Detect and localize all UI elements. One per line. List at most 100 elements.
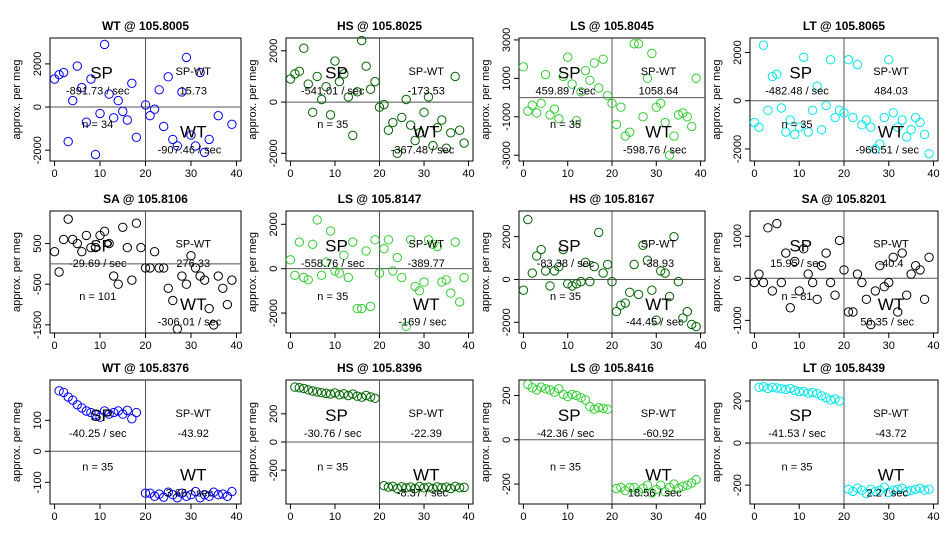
data-point [213,110,223,121]
data-point [790,129,800,140]
data-point [365,392,376,402]
data-point [857,120,867,130]
data-point [866,484,876,494]
data-point [77,246,87,257]
y-tick-label: -1500 [32,311,44,339]
data-point [848,112,858,123]
data-point [884,55,894,65]
data-point [352,391,362,401]
data-point [589,261,599,272]
data-point [687,121,697,132]
wt-rate-label: 56.35 / sec [860,317,914,329]
data-point [186,251,196,261]
wt-rate-label: 3.66 / sec [166,488,214,500]
data-point [620,298,630,308]
data-point [527,268,537,278]
sp-rate-label: -40.25 / sec [69,428,127,440]
x-tick-label: 10 [793,340,805,352]
panel-title: SA @ 105.8201 [802,192,887,206]
x-tick-label: 10 [329,511,341,523]
data-point [227,275,237,285]
data-point [884,487,894,498]
panel-4: LT @ 105.8065 0 10 20 30 40 -2000 0 2000 approx. … [711,19,940,180]
data-point [299,383,309,394]
panel-title: HS @ 105.8025 [337,19,422,33]
data-point [86,74,96,84]
data-point [673,276,684,287]
panel-title: LT @ 105.8065 [803,19,886,33]
data-point [660,268,670,278]
data-point [343,390,354,401]
sp-wt-label: SP-WT [409,239,445,251]
data-point [370,235,380,245]
data-point [209,487,219,497]
y-tick-label: 0 [732,98,744,104]
data-point [227,486,237,497]
data-point [158,263,169,273]
sp-wt-label: SP-WT [409,408,445,420]
wt-label: WT [878,123,904,142]
data-point [861,115,872,125]
x-tick-label: 40 [927,511,939,523]
data-point [656,480,666,490]
data-point [647,48,657,59]
data-point [290,270,300,281]
data-point [459,482,469,493]
data-point [423,92,434,102]
data-point [812,81,822,91]
data-point [72,238,82,249]
sp-rate-label: -482.48 / sec [765,86,829,98]
wt-label: WT [180,465,206,484]
x-tick-label: 10 [793,511,805,523]
x-tick-label: 20 [139,340,151,352]
data-point [901,290,912,300]
data-point [154,263,164,273]
data-point [834,235,845,246]
data-point [673,483,684,494]
sp-wt-label: SP-WT [176,408,212,420]
wt-rate-label: -598.76 / sec [623,145,687,157]
data-point [361,390,371,401]
data-point [536,98,546,109]
data-point [299,272,309,283]
x-tick-label: 20 [838,340,850,352]
data-point [803,388,813,398]
data-point [785,383,795,394]
x-tick-label: 0 [751,340,757,352]
data-point [77,82,87,93]
wt-label: WT [645,295,671,314]
panel-11: LS @ 105.8416 0 10 20 30 40 -200 0 200 approx. pe… [480,361,707,523]
x-tick-label: 40 [462,168,474,180]
data-point [651,315,661,325]
data-point [830,112,840,123]
x-tick-label: 10 [329,340,341,352]
data-point [316,270,327,281]
data-point [642,255,653,265]
data-point [821,248,831,258]
x-tick-label: 40 [694,511,706,523]
n-count-label: n = 35 [550,462,581,474]
data-point [90,149,101,160]
data-point [915,483,925,493]
data-point [299,43,309,53]
x-tick-label: 10 [94,168,106,180]
x-tick-label: 20 [139,168,151,180]
sp-label: SP [90,236,113,255]
y-tick-label: 1000 [501,66,513,90]
data-point [638,112,648,122]
data-point [108,407,119,418]
y-tick-label: 0 [268,266,280,272]
data-point [454,125,465,135]
data-point [772,218,782,229]
n-count-label: n = 34 [82,119,113,131]
y-tick-label: 100 [32,411,44,429]
data-point [348,130,358,141]
data-point [866,122,876,132]
wt-rate-label: -169 / sec [398,317,447,329]
data-point [799,52,809,62]
data-point [540,69,551,80]
data-point [638,240,648,250]
y-tick-label: 2000 [268,212,280,236]
y-axis-label: approx. per meg [247,402,259,482]
x-tick-label: 40 [230,168,242,180]
